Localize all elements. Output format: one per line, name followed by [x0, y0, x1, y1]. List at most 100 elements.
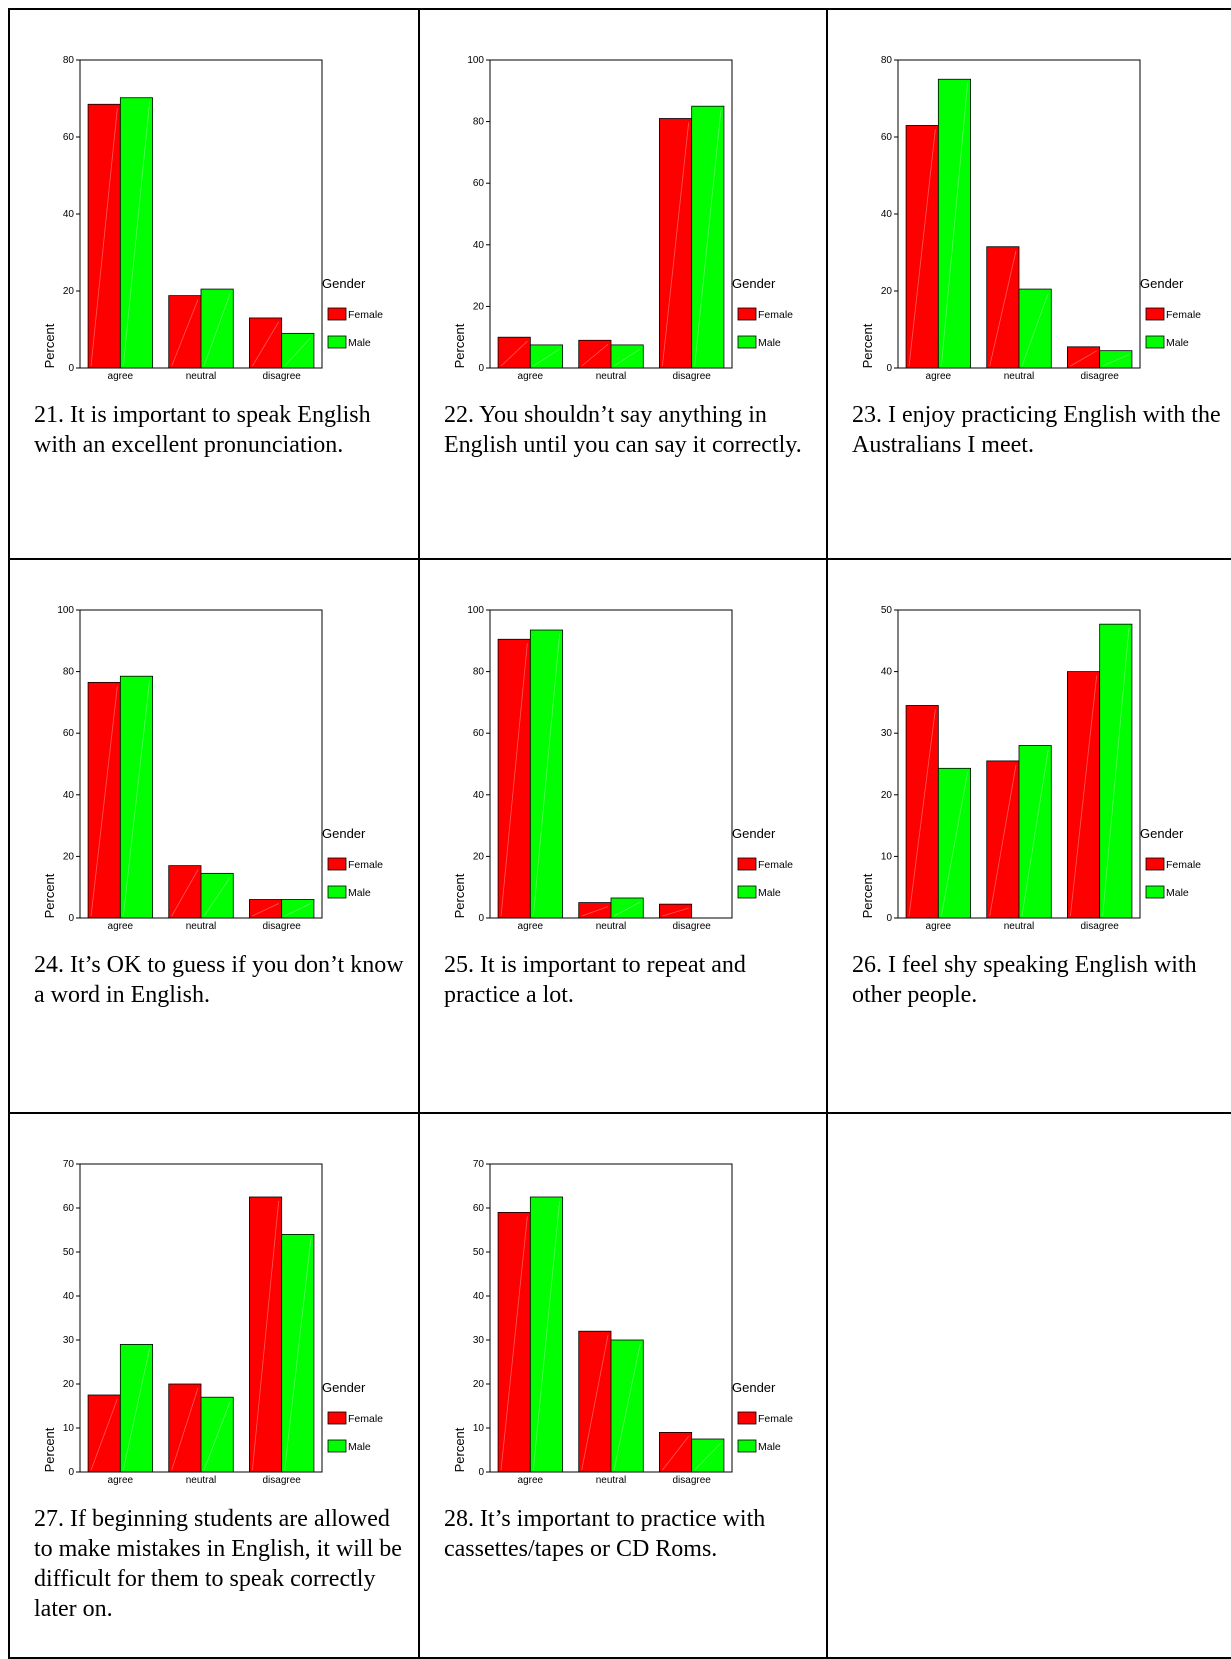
legend-swatch-male	[737, 885, 757, 899]
bar-hatch	[171, 869, 199, 917]
bar-hatch	[252, 321, 280, 367]
chart-panel-21: 0 20 40 60 80 Percent agree neutral disagree Gend…	[8, 8, 422, 562]
y-axis-label: Percent	[452, 323, 467, 368]
y-axis-label: Percent	[42, 873, 57, 918]
bar-hatch	[662, 1436, 689, 1471]
legend-label-female: Female	[348, 309, 383, 321]
chart-panel-28: 0 10 20 30 40 50 60 70 Percent agree neutral disagr…	[418, 1112, 830, 1659]
chart-panel-23: 0 20 40 60 80 Percent agree neutral disagree Gend…	[826, 8, 1231, 562]
legend-label-female: Female	[348, 1413, 383, 1425]
legend-label-male: Male	[348, 1441, 371, 1453]
chart-caption: 24. It’s OK to guess if you don’t know a…	[34, 952, 404, 1008]
y-tick-label: 70	[63, 1159, 75, 1170]
bar-male-agree	[529, 629, 564, 919]
x-tick-label: neutral	[1004, 921, 1035, 932]
chart-caption: 27. If beginning students are allowed to…	[34, 1506, 402, 1622]
bar-chart: 0 20 40 60 80 100 Percent agree neutral disagree G…	[452, 605, 793, 932]
bar-female-agree	[905, 705, 939, 919]
x-tick-label: disagree	[672, 371, 711, 382]
x-tick-label: disagree	[1080, 371, 1119, 382]
legend-title: Gender	[732, 826, 776, 841]
x-tick-label: disagree	[262, 371, 301, 382]
bar-female-neutral	[986, 246, 1020, 369]
bar-hatch	[122, 101, 150, 367]
bar-male-agree	[119, 675, 154, 919]
x-tick-label: disagree	[262, 921, 301, 932]
legend-label-male: Male	[348, 887, 371, 899]
bar-hatch	[1021, 749, 1049, 917]
bar-female-neutral	[986, 760, 1020, 919]
bar-male-neutral	[610, 344, 644, 369]
bar-male-disagree	[281, 332, 315, 369]
y-tick-label: 30	[63, 1335, 75, 1346]
legend-swatch-male	[327, 1439, 347, 1453]
bar-hatch	[284, 903, 312, 917]
y-axis-label: Percent	[860, 873, 875, 918]
y-tick-label: 80	[473, 117, 485, 128]
bar-hatch	[662, 907, 689, 917]
bar-female-disagree	[1066, 671, 1101, 919]
bar-male-neutral	[200, 288, 234, 369]
y-tick-label: 20	[473, 851, 485, 862]
bar-hatch	[122, 1348, 150, 1471]
legend-swatch-female	[327, 857, 347, 871]
bar-hatch	[1102, 628, 1130, 917]
y-tick-label: 50	[473, 1247, 485, 1258]
bar-male-disagree	[281, 899, 315, 919]
bar-hatch	[284, 337, 312, 367]
bar-hatch	[500, 340, 528, 367]
bar-female-disagree	[658, 118, 693, 369]
bar-hatch	[613, 901, 641, 917]
y-tick-label: 20	[63, 286, 75, 297]
bar-male-neutral	[200, 872, 234, 919]
bar-hatch	[989, 250, 1017, 367]
x-tick-label: disagree	[672, 1475, 711, 1486]
bar-hatch	[581, 343, 609, 367]
y-tick-label: 80	[881, 55, 893, 66]
bar-hatch	[694, 110, 722, 367]
bar-hatch	[694, 1442, 722, 1471]
bar-hatch	[532, 1200, 560, 1471]
bar-hatch	[1070, 675, 1098, 917]
bar-female-disagree	[658, 1431, 693, 1473]
bar-hatch	[252, 903, 279, 917]
bar-chart: 0 20 40 60 80 Percent agree neutral disagree Gend…	[42, 55, 383, 382]
bar-female-agree	[497, 336, 531, 369]
chart-caption: 26. I feel shy speaking English with oth…	[852, 952, 1197, 1008]
y-tick-label: 10	[63, 1423, 75, 1434]
legend-label-male: Male	[1166, 887, 1189, 899]
bar-hatch	[989, 764, 1017, 917]
bar-hatch	[1070, 350, 1097, 367]
bar-female-neutral	[578, 339, 612, 369]
y-tick-label: 60	[473, 178, 485, 189]
legend-swatch-female	[737, 857, 757, 871]
x-tick-label: agree	[926, 921, 952, 932]
chart-panel-24: 0 20 40 60 80 100 Percent agree neutral disagree G…	[8, 558, 422, 1116]
x-tick-label: neutral	[186, 921, 217, 932]
chart-caption: 25. It is important to repeat and practi…	[444, 952, 746, 1008]
bar-female-disagree	[248, 1196, 283, 1473]
bar-hatch	[532, 633, 560, 917]
bar-male-neutral	[200, 1396, 234, 1473]
bar-female-agree	[497, 1212, 531, 1473]
bar-hatch	[581, 906, 609, 917]
bar-male-agree	[119, 97, 154, 369]
y-tick-label: 30	[881, 728, 893, 739]
y-axis-label: Percent	[452, 1427, 467, 1472]
y-tick-label: 0	[68, 1467, 74, 1478]
bar-male-disagree	[691, 1438, 725, 1473]
bar-female-agree	[497, 638, 531, 919]
legend-label-male: Male	[1166, 337, 1189, 349]
y-tick-label: 10	[473, 1423, 485, 1434]
legend-label-male: Male	[758, 887, 781, 899]
y-tick-label: 40	[63, 209, 75, 220]
y-tick-label: 20	[881, 286, 893, 297]
chart-panel-22: 0 20 40 60 80 100 Percent agree neutral disagree G…	[418, 8, 830, 562]
bar-male-neutral	[1018, 288, 1052, 369]
x-tick-label: agree	[518, 371, 544, 382]
y-axis-label: Percent	[452, 873, 467, 918]
x-tick-label: neutral	[596, 371, 627, 382]
bar-hatch	[940, 772, 968, 917]
legend-label-female: Female	[758, 309, 793, 321]
legend-label-female: Female	[758, 859, 793, 871]
